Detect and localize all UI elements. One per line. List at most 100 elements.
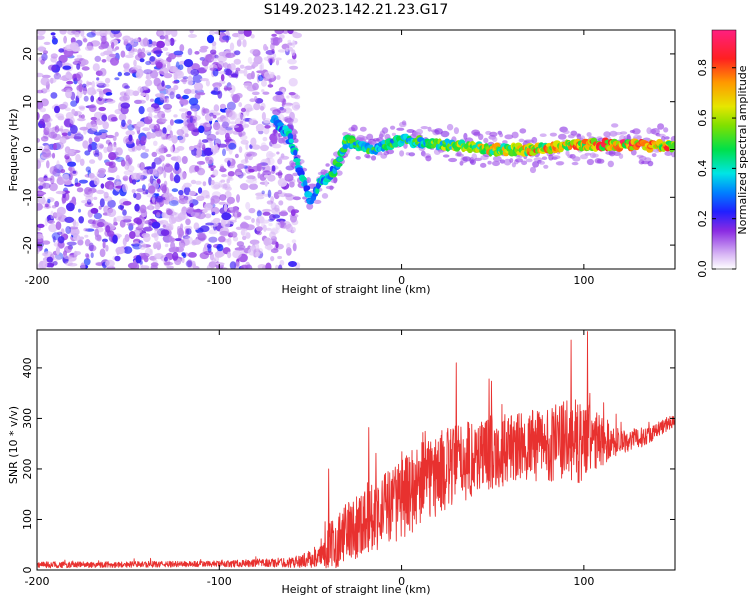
ridge-halo [425, 155, 432, 162]
noise-blob [175, 93, 181, 99]
noise-blob [217, 55, 227, 63]
noise-blob [37, 89, 44, 94]
ridge-halo [630, 149, 637, 156]
noise-blob [122, 183, 128, 193]
noise-blob [98, 106, 106, 112]
colorbar-gradient [711, 29, 737, 270]
noise-blob [46, 160, 50, 169]
noise-blob [151, 221, 161, 229]
noise-blob [99, 248, 106, 258]
noise-blob [157, 118, 168, 123]
noise-blob [190, 179, 197, 185]
noise-blob [188, 145, 195, 150]
spectrogram-xtick-label: -200 [25, 274, 50, 287]
noise-blob [145, 60, 152, 66]
noise-blob [267, 84, 274, 88]
noise-blob [270, 42, 275, 51]
noise-blob [187, 252, 197, 258]
noise-blob [183, 186, 191, 196]
noise-blob [75, 153, 81, 163]
noise-blob [136, 172, 144, 180]
noise-blob [98, 129, 108, 134]
noise-blob [37, 160, 42, 169]
noise-blob [238, 31, 245, 41]
noise-blob [242, 39, 247, 48]
noise-blob [54, 125, 60, 133]
noise-blob [77, 117, 86, 122]
noise-blob [247, 179, 258, 185]
noise-blob [192, 209, 203, 213]
noise-blob [78, 83, 83, 93]
noise-blob [274, 57, 282, 61]
noise-blob [50, 53, 58, 59]
ridge-halo [463, 132, 468, 140]
noise-blob [164, 261, 174, 266]
noise-blob [213, 87, 219, 92]
noise-blob [211, 211, 216, 216]
noise-blob [50, 210, 54, 220]
ridge-halo [571, 161, 579, 166]
noise-blob [95, 80, 105, 86]
noise-blob [193, 265, 200, 269]
noise-blob [209, 159, 213, 165]
noise-blob [122, 175, 129, 182]
noise-blob [66, 202, 75, 212]
noise-blob [44, 217, 48, 227]
noise-blob [178, 198, 188, 205]
ridge-halo [487, 160, 492, 165]
noise-blob [143, 85, 149, 91]
noise-blob [137, 86, 143, 94]
ridge-halo [525, 158, 533, 163]
ridge-halo [670, 135, 675, 142]
noise-blob [174, 238, 182, 242]
noise-blob [191, 147, 198, 156]
snr-xtick-label: -100 [207, 575, 232, 588]
noise-blob [164, 194, 175, 202]
noise-blob [234, 153, 239, 159]
noise-blob [78, 208, 81, 213]
ridge-halo [290, 162, 296, 168]
noise-blob [105, 92, 110, 96]
noise-blob [144, 148, 150, 152]
noise-blob [229, 42, 235, 51]
noise-blob [140, 265, 150, 269]
noise-blob [238, 146, 243, 154]
noise-blob [173, 84, 179, 91]
noise-blob [177, 212, 186, 221]
noise-blob [205, 222, 215, 226]
noise-blob [78, 105, 86, 110]
noise-blob [211, 179, 215, 185]
noise-blob [213, 121, 221, 131]
noise-blob [277, 158, 283, 165]
noise-blob [167, 134, 174, 141]
noise-blob [122, 209, 127, 216]
noise-blob [163, 256, 168, 262]
noise-blob [83, 227, 89, 232]
noise-blob [238, 131, 243, 138]
noise-blob [188, 166, 194, 174]
noise-blob [165, 153, 172, 158]
noise-blob [210, 49, 217, 55]
noise-blob [229, 121, 237, 125]
noise-blob [211, 45, 217, 51]
snr-xtick-label: 100 [573, 575, 594, 588]
noise-blob [284, 173, 294, 182]
snr-ytick-label: 200 [21, 458, 34, 479]
noise-blob [210, 145, 220, 154]
noise-blob [268, 78, 272, 85]
noise-blob [179, 44, 185, 52]
spectrogram-ytick-label: -20 [21, 236, 34, 254]
noise-blob [249, 118, 254, 125]
noise-blob [81, 66, 90, 71]
ridge-point [295, 161, 301, 166]
noise-blob [135, 192, 142, 200]
ridge-halo [584, 152, 592, 156]
noise-blob [227, 171, 235, 177]
noise-blob [271, 33, 277, 37]
noise-blob [96, 234, 102, 242]
noise-blob [84, 234, 89, 238]
noise-blob [192, 74, 203, 83]
ridge-halo [607, 160, 614, 168]
noise-blob [212, 82, 223, 88]
noise-blob [234, 211, 238, 221]
